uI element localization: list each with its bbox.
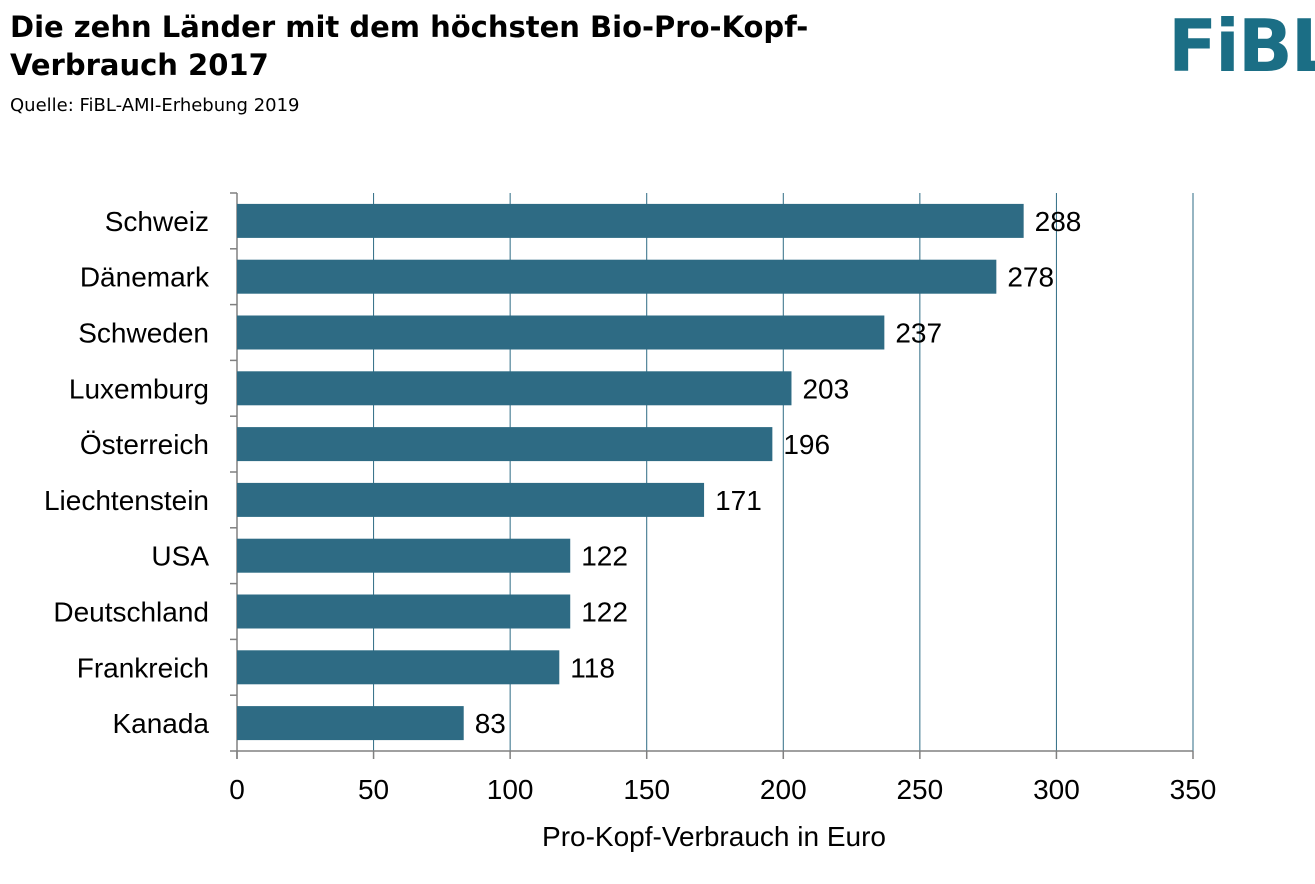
x-tick-label: 200 xyxy=(760,774,807,805)
value-label: 237 xyxy=(895,318,942,349)
bar xyxy=(237,482,705,517)
value-label: 171 xyxy=(715,485,762,516)
x-tick-label: 250 xyxy=(896,774,943,805)
category-label: Kanada xyxy=(112,708,209,739)
bar xyxy=(237,259,997,294)
category-label: Liechtenstein xyxy=(44,485,209,516)
bar xyxy=(237,538,571,573)
category-label: Luxemburg xyxy=(69,373,209,404)
x-tick-label: 100 xyxy=(487,774,534,805)
bar xyxy=(237,315,885,350)
category-label: Österreich xyxy=(80,429,209,460)
category-label: Schweden xyxy=(78,318,209,349)
x-tick-label: 50 xyxy=(358,774,389,805)
value-label: 122 xyxy=(581,541,628,572)
bar xyxy=(237,706,464,741)
value-label: 203 xyxy=(802,373,849,404)
fibl-logo: FiBL xyxy=(1168,4,1315,88)
bar xyxy=(237,371,792,406)
x-tick-label: 300 xyxy=(1033,774,1080,805)
bar xyxy=(237,203,1024,238)
value-label: 288 xyxy=(1035,206,1082,237)
category-label: USA xyxy=(151,541,209,572)
value-label: 196 xyxy=(783,429,830,460)
x-tick-label: 350 xyxy=(1170,774,1217,805)
value-label: 118 xyxy=(570,652,615,683)
category-label: Schweiz xyxy=(105,206,209,237)
value-label: 122 xyxy=(581,597,628,628)
category-label: Dänemark xyxy=(80,262,210,293)
x-axis-title: Pro-Kopf-Verbrauch in Euro xyxy=(542,821,886,852)
value-label: 83 xyxy=(475,708,506,739)
bar xyxy=(237,650,560,685)
category-label: Frankreich xyxy=(77,652,209,683)
value-label: 278 xyxy=(1007,262,1054,293)
x-tick-label: 150 xyxy=(623,774,670,805)
bar xyxy=(237,594,571,629)
x-tick-label: 0 xyxy=(229,774,245,805)
chart-title: Die zehn Länder mit dem höchsten Bio-Pro… xyxy=(10,10,809,82)
category-label: Deutschland xyxy=(53,597,209,628)
bar xyxy=(237,427,773,462)
source-note: Quelle: FiBL-AMI-Erhebung 2019 xyxy=(10,95,300,116)
